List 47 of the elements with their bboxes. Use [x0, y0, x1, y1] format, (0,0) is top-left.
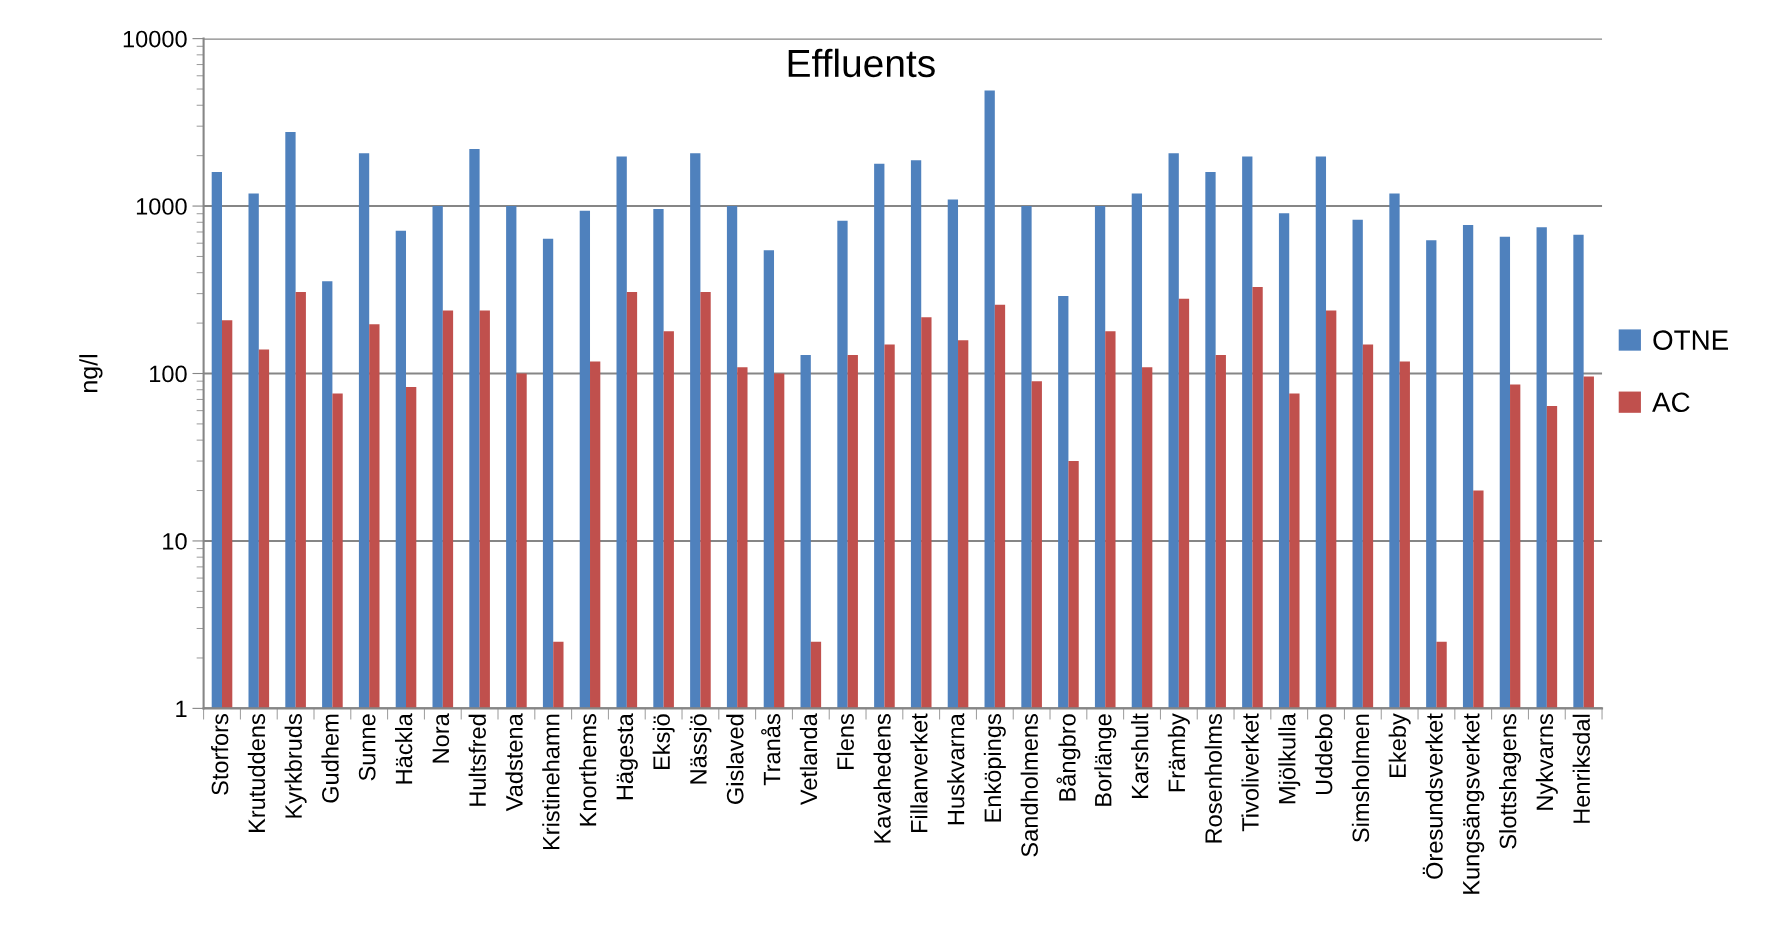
chart-title: Effluents [788, 48, 935, 78]
x-tick-label: Öresundsverket [1422, 713, 1443, 879]
x-tick-label: Tranås [761, 714, 781, 786]
x-tick-label: Simsholmen [1351, 714, 1370, 843]
y-tick-label: 1 [176, 700, 187, 717]
x-tick-label: Sandholmens [1020, 714, 1038, 857]
x-tick-label: Kyrkbruds [284, 714, 307, 818]
x-tick-label: Hägesta [616, 713, 638, 800]
y-tick-label: 10000 [123, 30, 187, 48]
x-tick-label: Knorthems [579, 714, 597, 826]
y-tick-label: 100 [150, 365, 187, 383]
x-tick-label: Flens [836, 714, 854, 770]
x-tick-label: Kristinehamn [542, 714, 560, 850]
x-tick-label: Kungsängsverket [1462, 713, 1485, 894]
x-tick-label: Rosenholms [1204, 714, 1222, 843]
y-tick-label: 1000 [136, 198, 187, 215]
y-axis-title: ng/l [79, 355, 103, 392]
x-tick-label: Slottshagens [1499, 714, 1522, 849]
x-tick-label: Ekeby [1388, 713, 1411, 777]
y-tick-label: 10 [163, 533, 187, 550]
x-tick-label: Huskvarna [947, 713, 965, 825]
x-tick-label: Krutuddens [247, 714, 266, 833]
x-tick-label: Nora [432, 713, 450, 763]
x-tick-label: Främby [1167, 713, 1190, 792]
x-tick-label: Kavahedens [873, 714, 891, 843]
x-tick-label: Henriksdal [1572, 714, 1590, 823]
x-tick-label: Borlänge [1094, 714, 1117, 806]
x-tick-label: Vetlanda [799, 713, 818, 806]
x-tick-label: Karshult [1131, 713, 1149, 798]
x-tick-label: Mjölkulla [1278, 713, 1301, 804]
x-tick-label: Häckla [395, 713, 413, 784]
x-tick-label: Uddebo [1315, 714, 1333, 795]
legend-label: AC [1652, 392, 1690, 413]
x-tick-label: Bångbro [1056, 714, 1081, 801]
x-tick-label: Gislaved [726, 714, 744, 804]
x-tick-label: Fillanverket [910, 713, 928, 833]
x-tick-label: Eksjö [652, 714, 675, 770]
x-tick-label: Nässjö [689, 714, 712, 784]
x-tick-label: Nykvarns [1535, 714, 1558, 810]
x-tick-label: Tivoliverket [1241, 713, 1259, 832]
x-tick-label: Vadstena [505, 713, 523, 812]
x-tick-label: Sunne [358, 714, 376, 781]
x-tick-label: Hultsfred [468, 714, 486, 806]
x-tick-label: Gudhem [321, 714, 339, 803]
x-tick-label: Enköpings [983, 714, 1006, 822]
x-tick-label: Storfors [211, 714, 229, 795]
legend-label: OTNE [1653, 330, 1729, 350]
